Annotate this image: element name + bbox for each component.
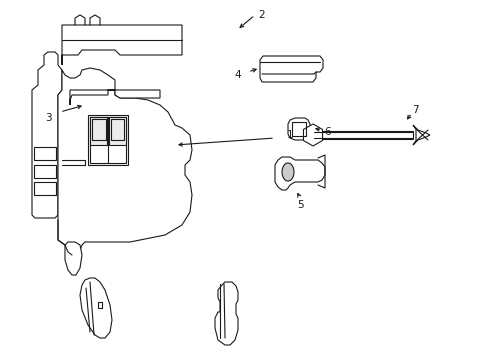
Text: 1: 1 — [286, 130, 293, 140]
Polygon shape — [109, 117, 126, 145]
Polygon shape — [274, 157, 325, 190]
Text: 2: 2 — [258, 10, 265, 20]
Polygon shape — [90, 117, 126, 163]
Polygon shape — [88, 115, 128, 165]
Polygon shape — [90, 117, 107, 145]
Text: 5: 5 — [296, 200, 303, 210]
Polygon shape — [260, 56, 323, 82]
Polygon shape — [412, 125, 429, 145]
Polygon shape — [62, 25, 182, 65]
Text: 4: 4 — [234, 70, 241, 80]
Polygon shape — [32, 52, 62, 218]
Polygon shape — [312, 131, 412, 139]
Polygon shape — [65, 242, 82, 275]
Polygon shape — [282, 163, 293, 181]
Text: 6: 6 — [324, 127, 331, 137]
Polygon shape — [34, 147, 56, 160]
Polygon shape — [58, 68, 192, 258]
Polygon shape — [34, 165, 56, 178]
Polygon shape — [34, 182, 56, 195]
Text: 7: 7 — [411, 105, 417, 115]
Polygon shape — [80, 278, 112, 338]
Polygon shape — [287, 118, 309, 140]
Text: 3: 3 — [44, 113, 51, 123]
Polygon shape — [303, 124, 322, 146]
Polygon shape — [215, 282, 238, 345]
Polygon shape — [70, 90, 160, 105]
